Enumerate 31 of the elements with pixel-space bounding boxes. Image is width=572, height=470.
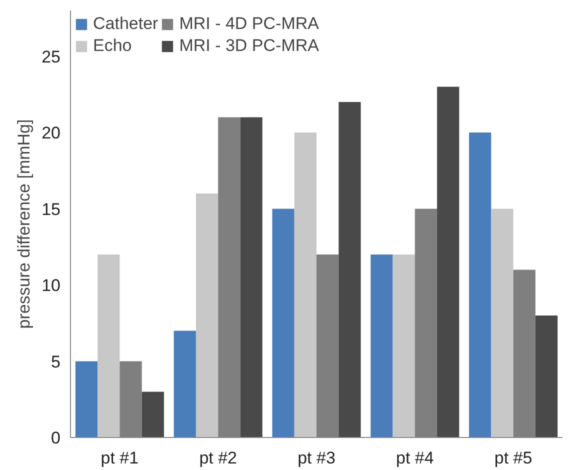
bar — [272, 208, 294, 438]
bar — [392, 254, 415, 438]
bar — [338, 102, 361, 438]
legend-label: Echo — [93, 36, 132, 56]
bar — [240, 117, 262, 438]
legend-label: MRI - 4D PC-MRA — [179, 14, 319, 34]
y-axis-title: pressure difference [mmHg] — [14, 119, 34, 329]
bar — [174, 330, 196, 438]
legend-label: Catheter — [93, 14, 158, 34]
bar — [98, 254, 120, 438]
legend-label: MRI - 3D PC-MRA — [179, 36, 319, 56]
bar — [437, 86, 460, 438]
bar — [491, 208, 514, 438]
y-tick-label: 25 — [42, 47, 61, 66]
bar — [75, 361, 98, 438]
y-tick-label: 5 — [51, 352, 61, 372]
bar — [370, 254, 393, 438]
x-tick-label: pt #4 — [396, 448, 434, 468]
y-tick-label: 10 — [42, 276, 61, 295]
bar — [294, 132, 316, 438]
y-tick-label: 15 — [42, 200, 61, 219]
x-tick-label: pt #2 — [199, 448, 238, 468]
x-tick-label: pt #5 — [494, 448, 532, 468]
y-tick-label: 0 — [51, 428, 61, 448]
bar — [142, 392, 164, 438]
bar — [535, 316, 558, 438]
x-tick-label: pt #1 — [100, 448, 139, 468]
x-tick-label: pt #3 — [298, 448, 336, 468]
bar — [196, 194, 218, 438]
y-tick-label: 20 — [42, 124, 61, 142]
bar — [469, 132, 492, 438]
